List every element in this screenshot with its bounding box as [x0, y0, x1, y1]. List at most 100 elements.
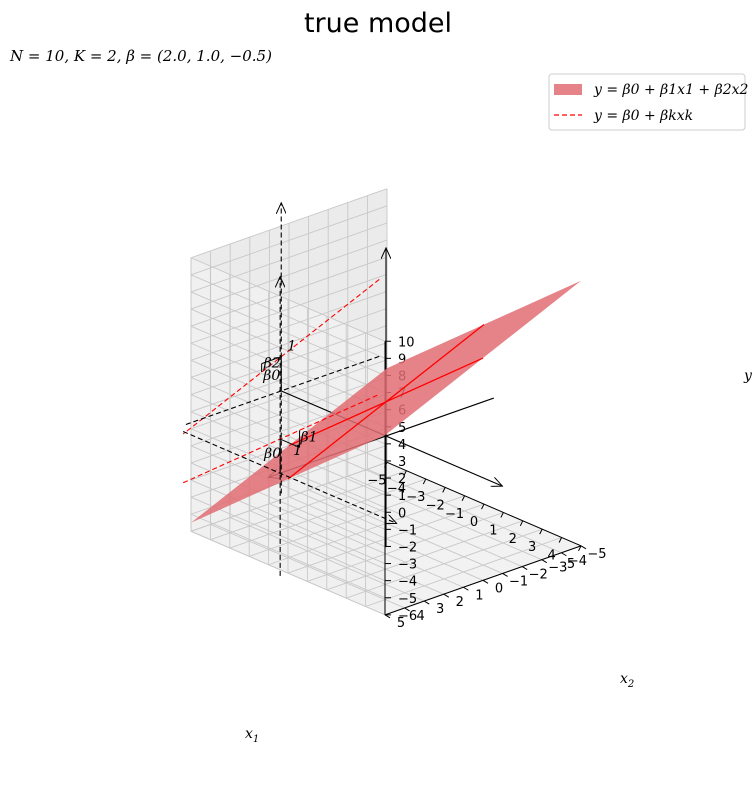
x2-tick-mark	[463, 586, 469, 591]
x2-axis-label: x2	[620, 671, 634, 690]
grid-line	[190, 273, 388, 344]
plane-line-x2	[287, 324, 485, 480]
x1-tick-mark	[442, 487, 446, 493]
x2-tick-mark	[404, 607, 410, 612]
x2-tick-label: 2	[456, 595, 464, 610]
grid-lines	[190, 188, 582, 616]
beta0-left-label: β0	[262, 368, 280, 384]
x1-tick-mark	[539, 528, 543, 535]
grid-line	[190, 394, 386, 479]
x2-tick-label: −1	[509, 574, 528, 589]
x2-tick-label: −2	[529, 568, 548, 583]
x2-tick-label: −4	[568, 554, 587, 569]
x2-tick-mark	[482, 579, 489, 584]
legend-plane-label: y = β0 + β1x1 + β2x2	[593, 82, 749, 98]
grid-line	[190, 205, 388, 276]
legend-line-label: y = β0 + βkxk	[593, 108, 693, 124]
x1-tick-label: −2	[426, 498, 445, 513]
grid-line	[190, 462, 386, 547]
grid-line	[328, 482, 523, 567]
grid-line	[190, 479, 386, 564]
grid-line	[190, 342, 388, 413]
x2-tick-mark	[541, 559, 548, 564]
x1-tick-label: −4	[387, 482, 406, 497]
x1-tick-mark	[481, 503, 485, 510]
origin-x1-axis	[279, 389, 502, 486]
grid-line	[190, 257, 386, 342]
grid-line	[190, 188, 388, 259]
grid-line	[190, 325, 388, 395]
x2-tick-label: −3	[548, 561, 567, 576]
grid-line	[347, 475, 542, 561]
y-tick-label: −4	[398, 575, 417, 590]
beta1-run-segment	[279, 438, 300, 448]
y-tick-label: 0	[398, 506, 406, 521]
x2-tick-mark	[443, 593, 450, 598]
y-axis-label: y	[743, 368, 753, 384]
grid-line	[190, 256, 388, 327]
legend: y = β0 + β1x1 + β2x2 y = β0 + βkxk	[548, 73, 749, 131]
x1-tick-label: 4	[547, 549, 555, 564]
x2-tick-label: 0	[495, 581, 503, 596]
grid-line	[367, 468, 562, 554]
y-tick-label: 3	[398, 455, 406, 470]
wall-ref-x2	[183, 355, 380, 426]
y-tick-label: 4	[398, 438, 406, 453]
grid-line	[190, 496, 386, 582]
beta2-label: β2	[263, 356, 281, 372]
legend-plane-swatch	[554, 84, 582, 95]
x1-tick-mark	[519, 520, 524, 527]
x2-tick-label: 5	[397, 616, 405, 631]
x1-tick-mark	[403, 470, 407, 476]
y-tick-label: −3	[398, 558, 417, 573]
y-tick-label: 10	[398, 335, 415, 350]
grid-line	[190, 445, 386, 530]
x2-tick-mark	[561, 552, 567, 557]
x1-tick-label: 5	[567, 557, 575, 572]
x2-tick-mark	[423, 600, 430, 605]
x1-tick-label: −1	[445, 507, 464, 522]
grid-line	[190, 290, 388, 361]
x1-tick-label: 0	[470, 515, 478, 530]
y-tick-label: 9	[398, 352, 406, 367]
x1-tick-label: −5	[367, 473, 386, 488]
one-left-label: 1	[287, 339, 296, 355]
x1-tick-label: 2	[509, 532, 517, 547]
grid-line	[190, 274, 386, 359]
grid-line	[190, 530, 386, 616]
x1-tick-mark	[558, 537, 563, 543]
x2-tick-label: 4	[416, 609, 424, 624]
x1-axis-line	[386, 461, 582, 547]
x1-axis-label: x1	[245, 726, 259, 745]
x2-tick-label: 3	[436, 602, 444, 617]
grid-line	[190, 461, 388, 532]
x1-tick-mark	[422, 478, 427, 485]
y-tick-label: −1	[398, 523, 417, 538]
chart-subtitle: N = 10, K = 2, β = (2.0, 1.0, −0.5)	[9, 47, 272, 65]
grid-line	[190, 291, 386, 376]
x2-tick-label: −5	[587, 547, 606, 562]
grid-line	[308, 489, 503, 574]
grid-line	[190, 222, 388, 293]
grid-line	[190, 239, 388, 310]
y-tick-label: 1	[398, 489, 406, 504]
grid-line	[249, 510, 444, 595]
y-tick-label: 5	[398, 421, 406, 436]
y-tick-label: −2	[398, 540, 417, 555]
chart-title: true model	[304, 8, 452, 39]
grid-line	[190, 308, 388, 378]
beta0-right-label: β0	[263, 446, 281, 462]
beta1-label: β1	[300, 429, 318, 445]
grid-line	[190, 376, 388, 447]
beta2-run-segment	[261, 356, 282, 365]
x1-tick-label: 3	[528, 540, 536, 555]
x2-tick-mark	[521, 566, 528, 570]
grid-line	[269, 503, 464, 588]
tick-labels: −5−4−3−2−1012345−5−4−3−2−1012345−6−5−4−3…	[245, 335, 753, 745]
y-tick-label: 2	[398, 472, 406, 487]
one-right-label: 1	[293, 443, 302, 459]
grid-line	[190, 513, 386, 599]
x2-tick-label: 1	[475, 588, 483, 603]
